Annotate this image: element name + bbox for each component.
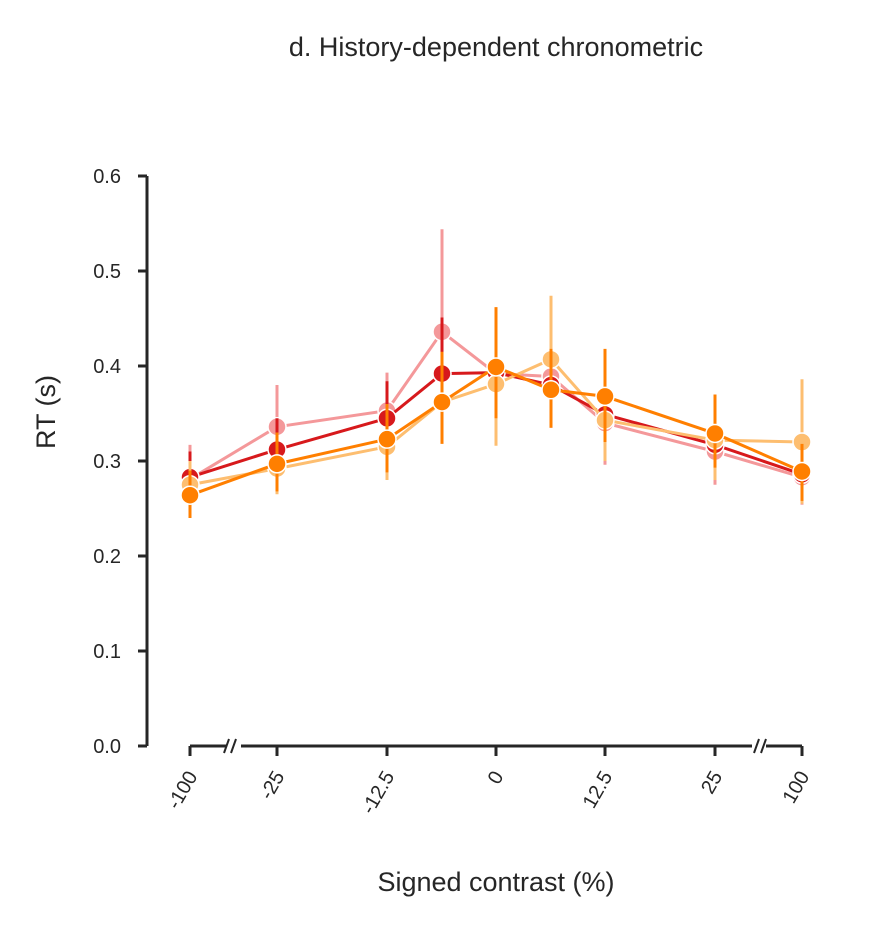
x-ticks: -100 -25 -12.5 0 12.5 25 100 <box>163 746 814 818</box>
axes <box>145 176 802 754</box>
y-axis-label: RT (s) <box>31 375 61 449</box>
x-tick-label: -100 <box>163 768 202 814</box>
y-tick-label: 0.2 <box>93 546 121 568</box>
data-point <box>705 423 725 444</box>
x-tick-label: 12.5 <box>579 768 618 813</box>
y-ticks: 0.0 0.1 0.2 0.3 0.4 0.5 0.6 <box>93 166 147 758</box>
axis-break-mark <box>753 738 760 754</box>
x-tick-label: -12.5 <box>357 768 399 818</box>
chart-title: d. History-dependent chronometric <box>289 32 703 62</box>
y-tick-label: 0.4 <box>93 356 121 378</box>
y-tick-label: 0.1 <box>93 641 121 663</box>
x-tick-label: -25 <box>256 768 290 804</box>
axis-break-mark <box>223 738 230 754</box>
data-point <box>377 429 397 449</box>
axis-break-mark <box>230 738 237 754</box>
data-point <box>486 357 506 377</box>
series-3 <box>180 307 812 518</box>
series-layer <box>180 229 812 518</box>
axis-break-mark <box>760 738 767 754</box>
data-point <box>180 485 200 505</box>
y-tick-label: 0.6 <box>93 166 121 188</box>
data-point <box>792 461 812 482</box>
x-axis-label: Signed contrast (%) <box>377 867 614 897</box>
x-tick-label: 25 <box>697 768 727 798</box>
y-tick-label: 0.0 <box>93 736 121 758</box>
x-tick-label: 0 <box>484 768 509 789</box>
y-tick-label: 0.3 <box>93 451 121 473</box>
y-tick-label: 0.5 <box>93 261 121 283</box>
data-point <box>595 386 615 407</box>
x-tick-label: 100 <box>779 768 815 808</box>
data-point <box>267 454 287 474</box>
data-point <box>541 380 561 400</box>
data-point <box>432 392 452 412</box>
